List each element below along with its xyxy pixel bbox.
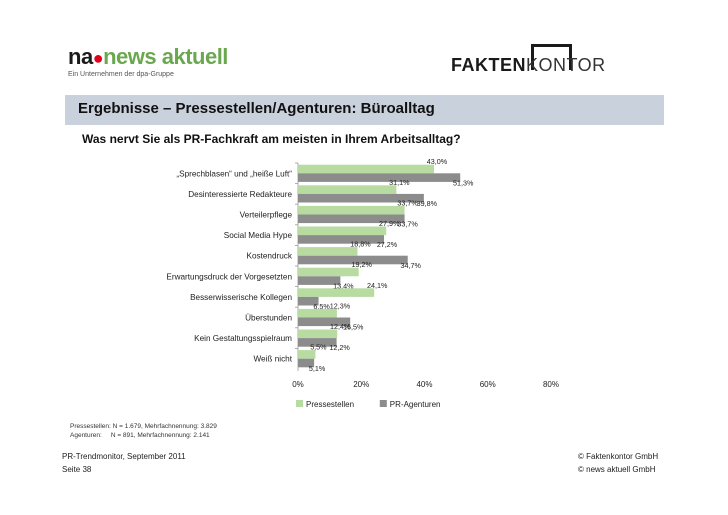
title-band xyxy=(65,95,664,125)
x-tick-label: 40% xyxy=(416,380,432,389)
data-label: 43,0% xyxy=(427,157,448,166)
bar xyxy=(298,329,338,339)
legend-swatch xyxy=(379,400,387,407)
bar xyxy=(298,193,424,203)
data-label: 5,5% xyxy=(310,343,327,352)
data-label: 19,2% xyxy=(352,260,373,269)
bar xyxy=(298,308,337,318)
data-label: 34,7% xyxy=(401,261,422,270)
x-tick-label: 0% xyxy=(292,380,304,389)
news-aktuell-logo: na●news aktuell Ein Unternehmen der dpa-… xyxy=(68,44,228,78)
data-label: 16,5% xyxy=(343,323,364,332)
category-label: Kostendruck xyxy=(246,252,292,261)
legend-label: PR-Agenturen xyxy=(390,400,441,409)
bar xyxy=(298,358,315,368)
category-label: Erwartungsdruck der Vorgesetzten xyxy=(166,272,292,281)
footer-copyright-newsaktuell: © news aktuell GmbH xyxy=(578,465,656,474)
data-label: 13,4% xyxy=(333,281,354,290)
data-label: 27,2% xyxy=(377,240,398,249)
footnote-pressestellen: Pressestellen: N = 1.679, Mehrfachnennun… xyxy=(70,423,217,430)
bar xyxy=(298,173,461,182)
category-label: Kein Gestaltungsspielraum xyxy=(194,334,292,343)
logo-na-text: na xyxy=(68,44,93,69)
bar xyxy=(298,226,387,236)
bar xyxy=(298,317,351,327)
data-label: 5,1% xyxy=(309,364,326,373)
footnote-agenturen: Agenturen: N = 891, Mehrfachnennung: 2.1… xyxy=(70,432,210,439)
data-label: 31,1% xyxy=(389,178,410,187)
category-label: Desinteressierte Redakteure xyxy=(188,190,292,199)
footer-source: PR-Trendmonitor, September 2011 xyxy=(62,452,186,461)
category-label: Weiß nicht xyxy=(253,355,292,364)
data-label: 6,5% xyxy=(313,302,330,311)
footer-copyright-faktenkontor: © Faktenkontor GmbH xyxy=(578,452,659,461)
category-label: Besserwisserische Kollegen xyxy=(190,293,292,302)
survey-question: Was nervt Sie als PR-Fachkraft am meiste… xyxy=(82,132,461,146)
category-label: Verteilerpflege xyxy=(240,211,293,220)
logo-news-text: news xyxy=(103,44,157,69)
logo-aktuell-text: aktuell xyxy=(161,44,229,69)
x-tick-label: 20% xyxy=(353,380,369,389)
bar xyxy=(298,205,405,215)
logo-fakten-text: FAKTEN xyxy=(451,55,526,75)
footer-page: Seite 38 xyxy=(62,465,92,474)
data-label: 12,2% xyxy=(329,343,350,352)
data-label: 39,8% xyxy=(417,199,438,208)
bar xyxy=(298,338,337,347)
page-title: Ergebnisse – Pressestellen/Agenturen: Bü… xyxy=(78,100,435,117)
bar xyxy=(298,276,341,285)
legend-label: Pressestellen xyxy=(306,400,354,409)
data-label: 12,3% xyxy=(330,301,351,310)
data-label: 51,3% xyxy=(453,178,474,187)
category-label: Social Media Hype xyxy=(224,231,293,240)
bar xyxy=(298,296,319,306)
data-label: 24,1% xyxy=(367,281,388,290)
category-label: Überstunden xyxy=(245,313,292,323)
bar xyxy=(298,214,405,224)
bar xyxy=(298,164,434,174)
x-tick-label: 80% xyxy=(543,380,559,389)
faktenkontor-box-icon xyxy=(531,44,572,70)
bar xyxy=(298,185,397,194)
bar xyxy=(298,350,316,359)
data-label: 12,4% xyxy=(330,322,351,331)
data-label: 33,7% xyxy=(397,198,418,207)
logo-dot-icon: ● xyxy=(92,48,104,68)
logo-kontor-text: KONTOR xyxy=(526,55,606,75)
logo-subtitle: Ein Unternehmen der dpa-Gruppe xyxy=(68,71,174,78)
bar xyxy=(298,288,375,297)
legend-swatch xyxy=(296,400,303,407)
bar xyxy=(298,247,358,256)
category-label: „Sprechblasen“ und „heiße Luft“ xyxy=(176,169,292,178)
bar xyxy=(298,235,385,244)
data-label: 33,7% xyxy=(397,220,418,229)
bar xyxy=(298,255,408,265)
data-label: 18,8% xyxy=(350,240,371,249)
data-label: 27,9% xyxy=(379,219,400,228)
x-tick-label: 60% xyxy=(480,380,496,389)
bar xyxy=(298,267,359,277)
